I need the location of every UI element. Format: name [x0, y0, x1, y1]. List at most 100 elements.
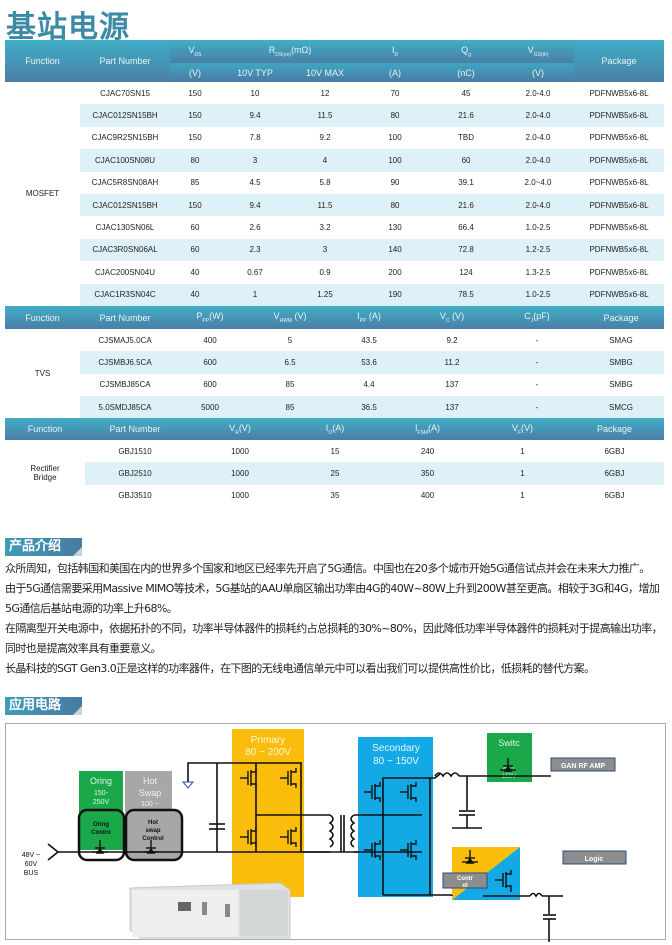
- mosfet-icons: [92, 758, 516, 892]
- hotswap-control-label: Hot: [148, 820, 158, 826]
- col-vrwm: VRWM (V): [250, 306, 330, 329]
- circuit-heading: 应用电路: [5, 697, 82, 715]
- mosfet-table: Function Part Number VDS RDS(on)(mΩ) ID …: [5, 40, 665, 306]
- table-row: CJAC1R3SN04C 40 1 1.25 190 78.5 1.0-2.5 PDFNWB5…: [5, 283, 665, 306]
- table-cell: 5: [287, 335, 293, 345]
- intro-paragraph: 众所周知，包括韩国和美国在内的世界多个国家和地区已经率先开启了5G通信。中国也在…: [5, 562, 650, 575]
- table-row: CJAC200SN04U 40 0.67 0.9 200 124 1.3-2.5 PDFNWB…: [5, 261, 664, 283]
- table-cell: 5.0SMDJ85CA: [80, 395, 170, 419]
- table-cell: 137: [408, 395, 496, 419]
- table-cell: PDFNWB5x6-8L: [589, 133, 649, 143]
- col-part-number: Part Number: [85, 418, 185, 440]
- table-cell: 1: [520, 491, 525, 501]
- function-label: Rectifier: [30, 464, 60, 474]
- table-cell: 0.67: [247, 267, 263, 277]
- col-id: ID: [360, 40, 431, 63]
- control-box: Contr ol: [442, 872, 488, 889]
- function-cell: Rectifier Bridge: [5, 440, 85, 507]
- table-cell: PDFNWB5x6-8L: [589, 223, 649, 233]
- unit-typ: 10V TYP: [220, 63, 290, 82]
- ground-icon: [181, 781, 195, 789]
- table-row: CJAC100SN08U 80 3 4 100 60 2.0-4.0 PDFNWB5x6-8L: [5, 149, 665, 172]
- table-cell: CJAC9R2SN15BH: [91, 133, 159, 143]
- col-ipp: IPP (A): [330, 306, 408, 329]
- table-cell: 2.0-4.0: [502, 193, 575, 217]
- table-row: CJAC012SN15BH 150 9.4 11.5 80 21.6 2.0-4.0 PDFN…: [5, 104, 665, 127]
- table-cell: 140: [360, 238, 431, 262]
- table-cell: 21.6: [430, 104, 503, 127]
- table-cell: 6GBJ: [565, 462, 664, 485]
- unit-qg: (nC): [430, 63, 503, 82]
- control-label-2: ol: [462, 883, 468, 889]
- table-cell: CJAC012SN15BH: [80, 104, 170, 127]
- table-cell: 2.3: [220, 238, 290, 262]
- table-cell: 80: [170, 149, 220, 172]
- col-vf: VF(V): [480, 418, 565, 440]
- table-cell: 72.8: [430, 238, 503, 262]
- hotswap-control-box: [124, 808, 184, 862]
- table-row: 5.0SMDJ85CA 5000 85 36.5 137- SMCG: [5, 395, 664, 419]
- table-cell: 70: [390, 88, 400, 98]
- table-cell: 3.2: [319, 223, 331, 233]
- table-cell: 85: [285, 380, 295, 390]
- table-cell: 600: [170, 351, 250, 374]
- table-cell: 1.0-2.5: [525, 223, 551, 233]
- table-cell: GBJ1510: [118, 446, 152, 456]
- col-rds: RDS(on)(mΩ): [220, 40, 361, 63]
- table-cell: 43.5: [361, 335, 377, 345]
- col-package: Package: [578, 306, 664, 329]
- table-cell: PDFNWB5x6-8L: [589, 178, 649, 188]
- table-cell: CJAC1R3SN04C: [80, 283, 170, 306]
- unit-vgs: (V): [502, 63, 575, 82]
- table-cell: 3: [290, 238, 361, 262]
- table-cell: PDFNWB5x6-8L: [589, 88, 649, 98]
- col-function: Function: [5, 40, 80, 82]
- table-cell: 2.0-4.0: [525, 133, 551, 143]
- table-cell: CJSMBJ85CA: [99, 380, 151, 390]
- col-vc: VC (V): [408, 306, 496, 329]
- col-package: Package: [565, 418, 664, 440]
- table-cell: 1.2-2.5: [502, 238, 575, 262]
- table-cell: 2.0~4.0: [524, 178, 552, 188]
- table-cell: SMBG: [609, 380, 633, 390]
- table-cell: GBJ3510: [118, 491, 152, 501]
- table-cell: 350: [375, 462, 480, 485]
- table-cell: 1000: [231, 491, 249, 501]
- table-cell: 11.2: [408, 351, 496, 374]
- col-function: Function: [5, 306, 80, 329]
- table-cell: 4.5: [249, 178, 261, 188]
- bus-label: BUS: [24, 870, 39, 877]
- table-cell: PDFNWB5x6-8L: [574, 193, 665, 217]
- table-cell: 400: [420, 491, 435, 501]
- function-label: MOSFET: [25, 189, 60, 199]
- table-cell: 150: [188, 133, 202, 143]
- table-cell: GBJ2510: [85, 462, 185, 485]
- table-cell: 6GBJ: [604, 446, 625, 456]
- table-cell: PDFNWB5x6-8L: [589, 267, 649, 277]
- table-cell: 11.5: [290, 104, 361, 127]
- circuit-wires: [47, 762, 563, 942]
- switch-label: Switc: [498, 738, 520, 748]
- switch-block: [487, 733, 532, 782]
- oring-control-label-2: Contro: [91, 830, 111, 836]
- gan-rf-amp-label: GAN RF AMP: [561, 763, 605, 770]
- secondary-label: Secondary: [372, 743, 420, 754]
- table-cell: 6GBJ: [604, 491, 625, 501]
- table-row: Rectifier Bridge GBJ1510 1000 15 240 1 6GBJ: [5, 440, 664, 507]
- col-vr: VR(V): [185, 418, 295, 440]
- table-cell: 40: [190, 267, 200, 277]
- intro-paragraph: 由于5G通信需要采用Massive MIMO等技术，5G基站的AAU单扇区输出功…: [5, 582, 660, 615]
- bus-voltage-label-2: 60V: [25, 861, 38, 868]
- table-cell: 60: [190, 223, 200, 233]
- table-cell: 1.0-2.5: [502, 283, 575, 306]
- table-cell: 400: [203, 335, 217, 345]
- intro-paragraph: 长晶科技的SGT Gen3.0正是这样的功率器件，在下图的无线电通信单元中可以看…: [5, 662, 595, 675]
- table-cell: 45: [461, 88, 471, 98]
- primary-label: Primary: [251, 735, 285, 746]
- table-cell: -: [535, 380, 539, 390]
- application-circuit-diagram: Oring 150- 250V Hot Swap 100 ~ Primary 8…: [5, 723, 666, 942]
- table-cell: CJAC130SN06L: [95, 223, 155, 233]
- rectifier-table: Function Part Number VR(V) IO(A) IFSM(A)…: [5, 418, 664, 507]
- col-function: Function: [5, 418, 85, 440]
- col-vgs: VGS(th): [502, 40, 575, 63]
